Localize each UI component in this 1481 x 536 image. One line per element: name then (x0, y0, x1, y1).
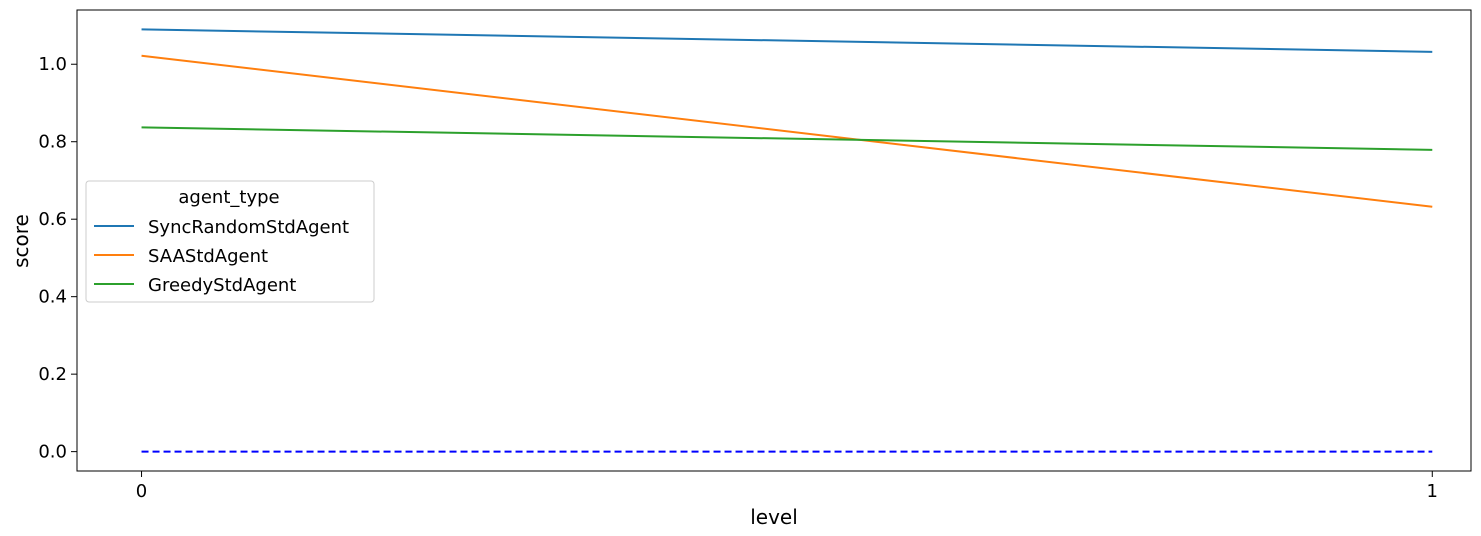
series-line-syncrandomstdagent (141, 28, 1433, 53)
legend-label: SyncRandomStdAgent (148, 217, 349, 238)
plot-lines (141, 28, 1433, 453)
y-tick-label: 1.0 (38, 54, 67, 75)
legend-box (85, 180, 375, 303)
y-tick-label: 0.0 (38, 442, 67, 463)
x-tick-label: 1 (1427, 481, 1438, 502)
y-tick-label: 0.8 (38, 132, 67, 153)
x-tick-label: 0 (136, 481, 147, 502)
x-axis-label: level (750, 505, 798, 529)
y-axis-ticks: 0.0 0.2 0.4 0.6 0.8 1.0 (38, 54, 77, 463)
legend: agent_type SyncRandomStdAgent SAAStdAgent… (85, 180, 375, 303)
y-tick-label: 0.4 (38, 287, 67, 308)
y-tick-label: 0.2 (38, 364, 67, 385)
legend-items: SyncRandomStdAgent SAAStdAgent GreedyStdAg… (94, 217, 349, 296)
legend-title: agent_type (178, 187, 279, 208)
legend-label: GreedyStdAgent (148, 275, 296, 296)
series-line-greedystdagent (141, 126, 1433, 151)
y-tick-label: 0.6 (38, 209, 67, 230)
series-line-saastdagent (141, 54, 1433, 208)
legend-label: SAAStdAgent (148, 246, 268, 267)
plot-frame (76, 9, 1472, 472)
y-axis-label: score (9, 214, 33, 268)
